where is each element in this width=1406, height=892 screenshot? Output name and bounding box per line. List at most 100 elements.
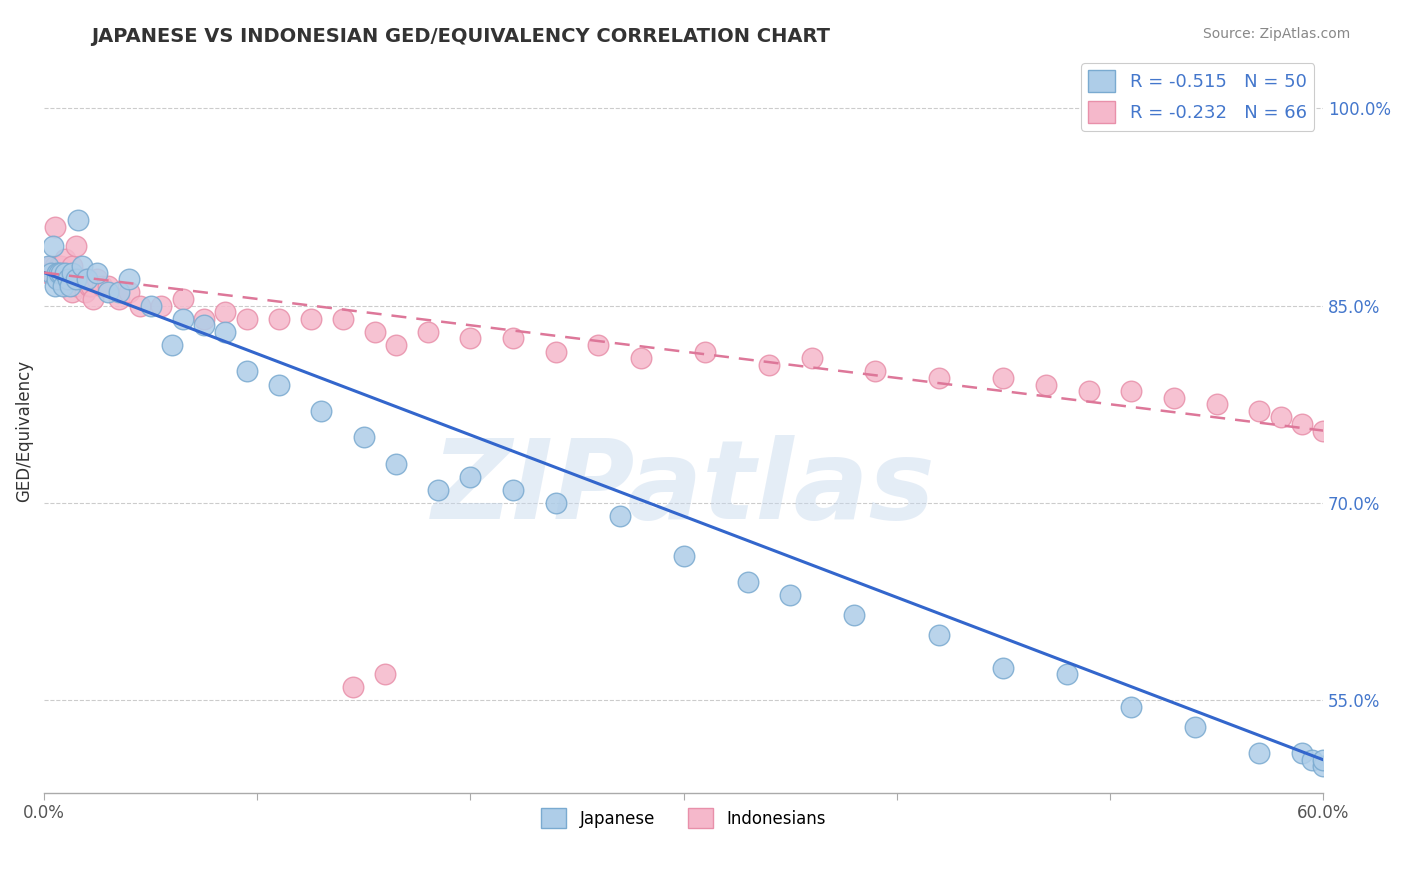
- Text: ZIPatlas: ZIPatlas: [432, 435, 935, 542]
- Point: [72, 272, 94, 286]
- Point: [235, 311, 257, 326]
- Point: [139, 298, 162, 312]
- Point: [993, 371, 1015, 385]
- Point: [52, 278, 75, 293]
- Point: [52, 272, 75, 286]
- Point: [73, 285, 96, 300]
- Point: [72, 259, 94, 273]
- Point: [502, 483, 524, 497]
- Point: [993, 660, 1015, 674]
- Point: [363, 325, 385, 339]
- Point: [1312, 753, 1334, 767]
- Point: [39, 266, 62, 280]
- Point: [800, 351, 823, 366]
- Point: [309, 404, 332, 418]
- Point: [77, 278, 100, 293]
- Point: [56, 266, 79, 280]
- Point: [97, 278, 120, 293]
- Point: [60, 285, 83, 300]
- Point: [48, 259, 70, 273]
- Point: [37, 259, 59, 273]
- Point: [86, 272, 108, 286]
- Point: [86, 266, 108, 280]
- Point: [844, 607, 866, 622]
- Point: [865, 364, 887, 378]
- Point: [193, 311, 215, 326]
- Point: [44, 219, 66, 234]
- Point: [51, 259, 73, 273]
- Point: [1056, 667, 1078, 681]
- Point: [1121, 700, 1143, 714]
- Point: [267, 311, 290, 326]
- Point: [65, 272, 87, 286]
- Point: [55, 266, 77, 280]
- Point: [1249, 746, 1271, 760]
- Point: [39, 259, 62, 273]
- Point: [502, 331, 524, 345]
- Point: [1291, 746, 1313, 760]
- Point: [55, 252, 77, 267]
- Point: [63, 272, 86, 286]
- Point: [416, 325, 439, 339]
- Point: [76, 272, 98, 286]
- Point: [107, 285, 129, 300]
- Point: [44, 278, 66, 293]
- Point: [460, 469, 482, 483]
- Point: [374, 667, 396, 681]
- Point: [342, 681, 364, 695]
- Point: [332, 311, 354, 326]
- Point: [1270, 410, 1292, 425]
- Y-axis label: GED/Equivalency: GED/Equivalency: [15, 359, 32, 501]
- Point: [235, 364, 257, 378]
- Point: [1077, 384, 1099, 398]
- Point: [44, 259, 66, 273]
- Point: [427, 483, 450, 497]
- Point: [1035, 377, 1057, 392]
- Point: [150, 298, 173, 312]
- Point: [1163, 391, 1185, 405]
- Point: [160, 338, 183, 352]
- Point: [48, 272, 70, 286]
- Point: [299, 311, 322, 326]
- Point: [60, 266, 83, 280]
- Point: [45, 266, 67, 280]
- Point: [672, 549, 695, 563]
- Point: [129, 298, 152, 312]
- Point: [193, 318, 215, 333]
- Point: [118, 272, 141, 286]
- Point: [172, 311, 194, 326]
- Point: [630, 351, 652, 366]
- Point: [48, 266, 70, 280]
- Point: [41, 266, 63, 280]
- Point: [385, 338, 408, 352]
- Point: [172, 292, 194, 306]
- Point: [76, 272, 98, 286]
- Point: [544, 344, 567, 359]
- Point: [779, 588, 801, 602]
- Point: [82, 292, 104, 306]
- Point: [60, 259, 83, 273]
- Point: [267, 377, 290, 392]
- Point: [758, 358, 780, 372]
- Point: [59, 278, 82, 293]
- Point: [544, 496, 567, 510]
- Point: [65, 239, 87, 253]
- Point: [118, 285, 141, 300]
- Point: [1301, 753, 1323, 767]
- Point: [1312, 424, 1334, 438]
- Point: [67, 213, 90, 227]
- Point: [385, 457, 408, 471]
- Point: [80, 278, 103, 293]
- Legend: Japanese, Indonesians: Japanese, Indonesians: [534, 801, 832, 835]
- Point: [737, 574, 759, 589]
- Point: [1249, 404, 1271, 418]
- Point: [1312, 759, 1334, 773]
- Point: [59, 272, 82, 286]
- Point: [56, 272, 79, 286]
- Point: [1121, 384, 1143, 398]
- Point: [460, 331, 482, 345]
- Point: [37, 266, 59, 280]
- Point: [51, 266, 73, 280]
- Point: [928, 628, 950, 642]
- Point: [67, 272, 90, 286]
